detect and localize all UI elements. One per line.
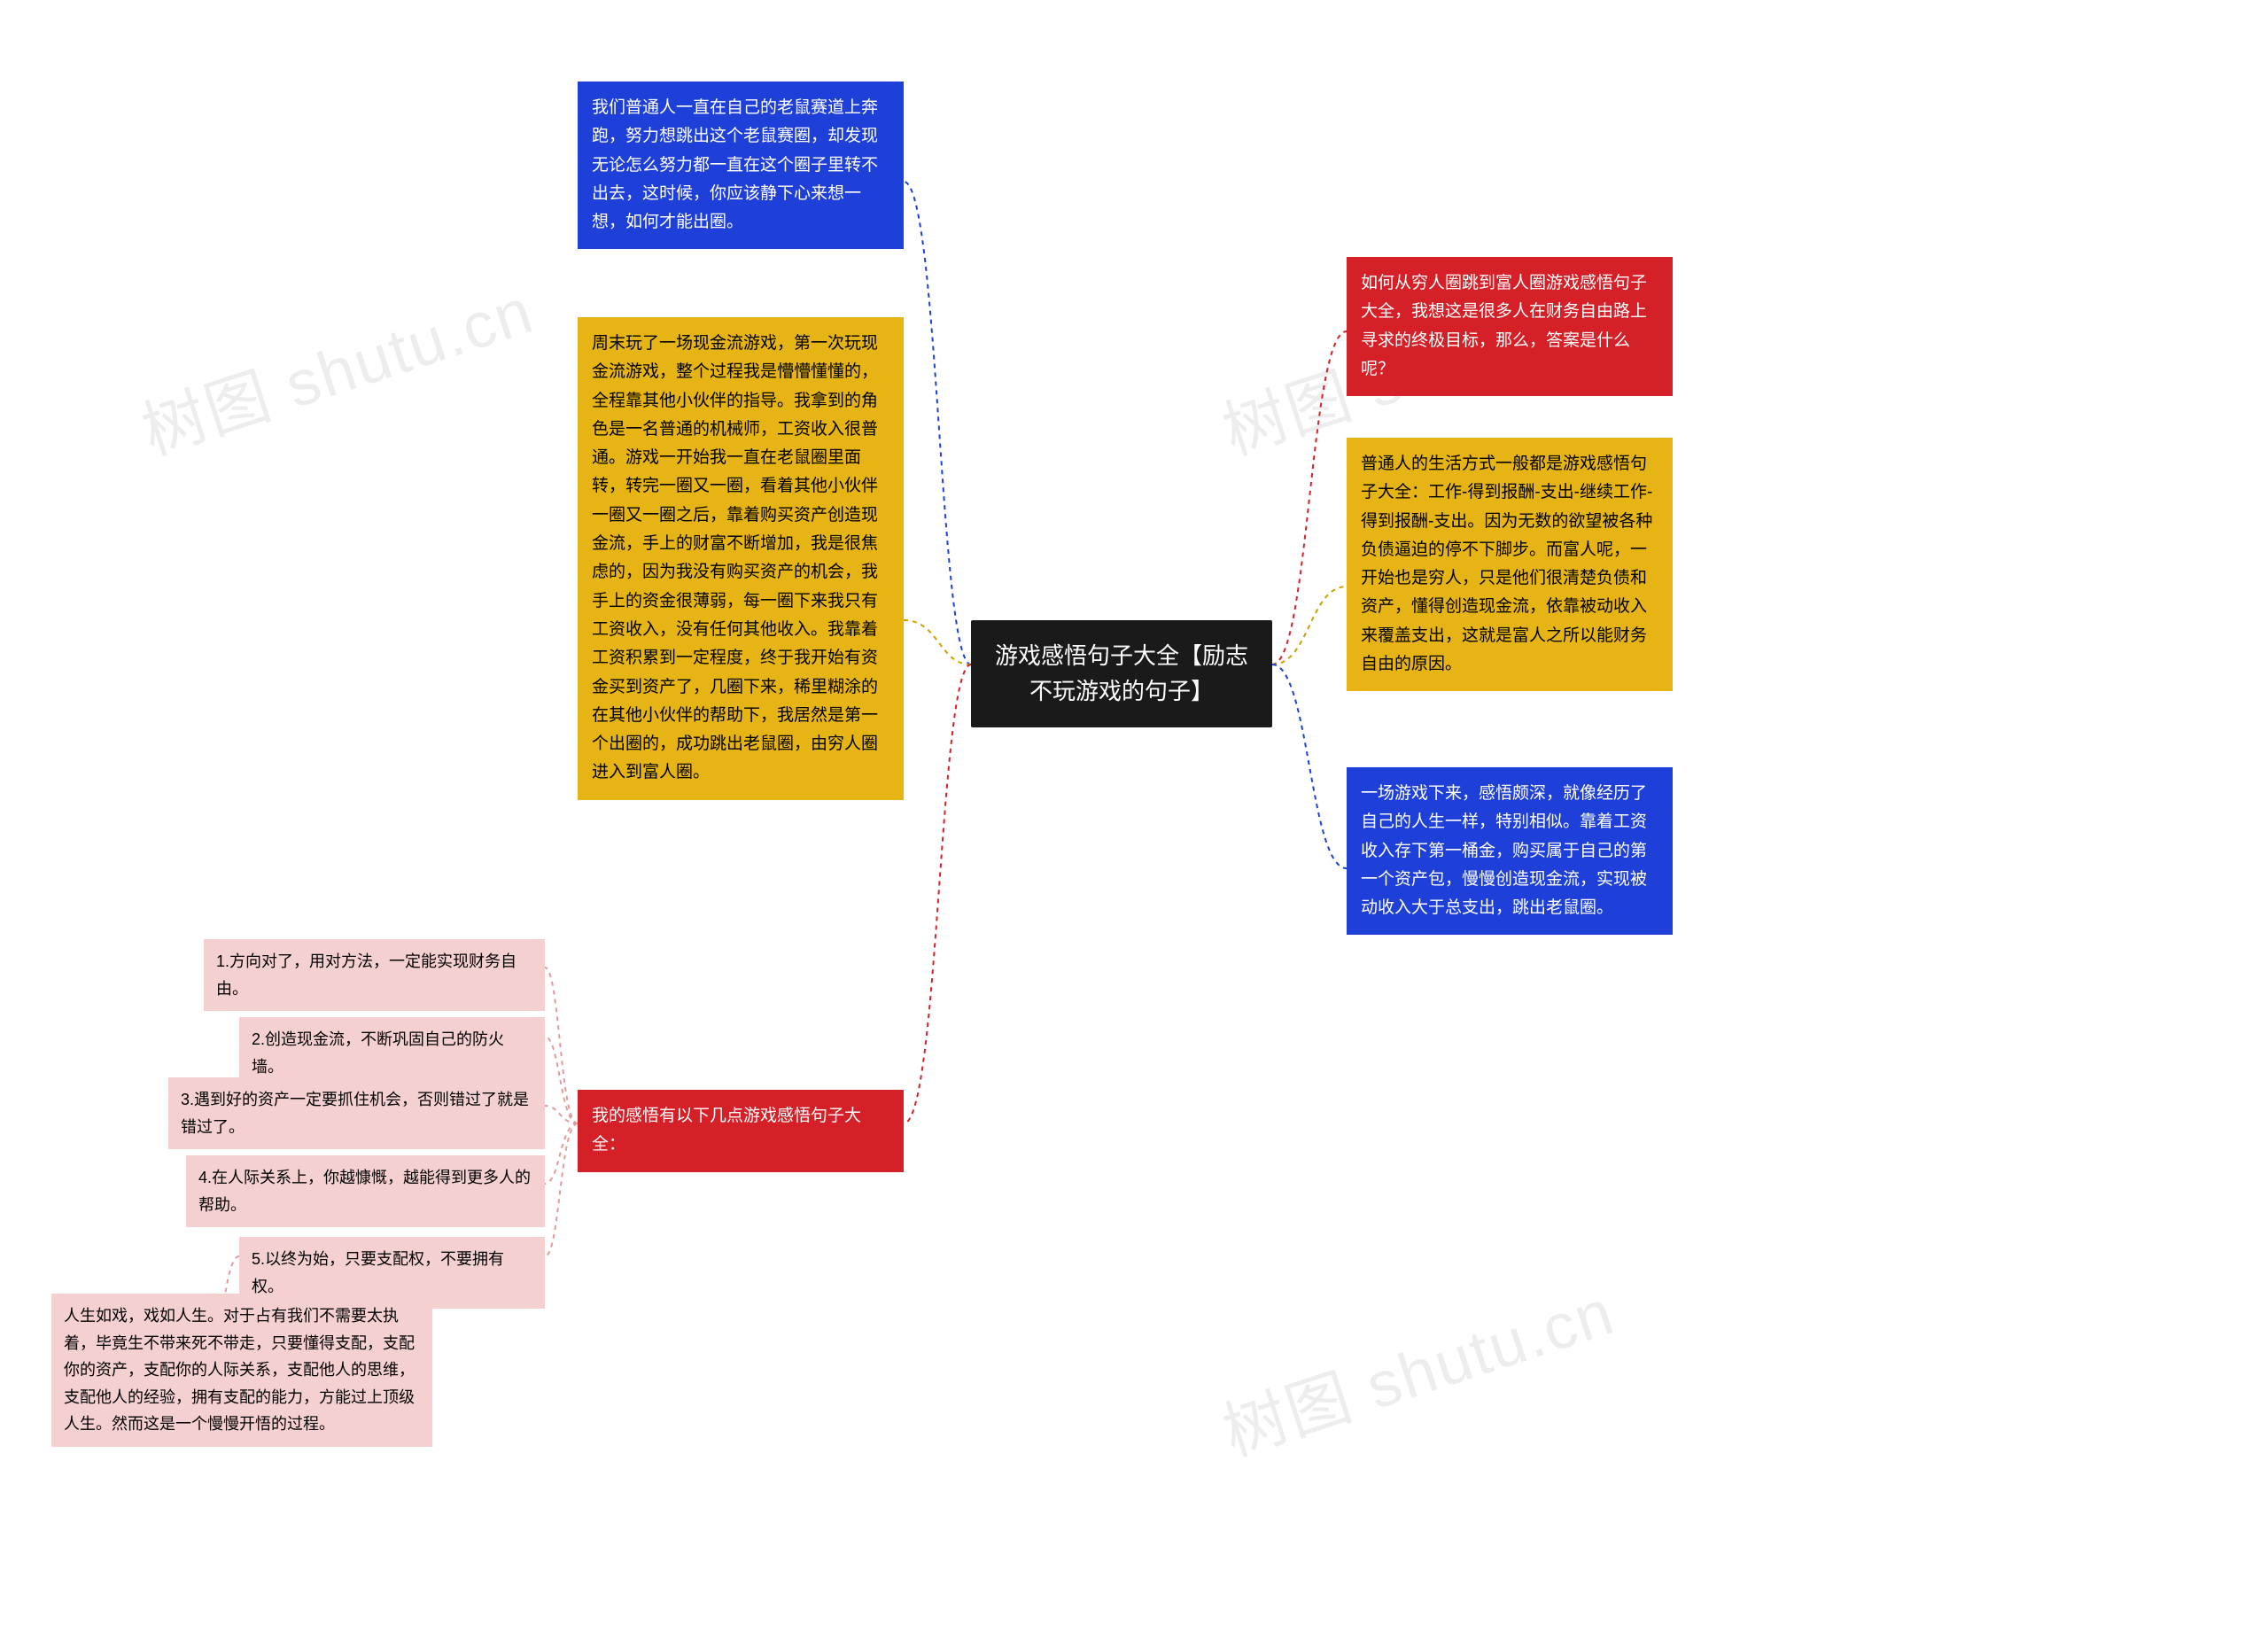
pink-node-1[interactable]: 1.方向对了，用对方法，一定能实现财务自由。 <box>204 939 545 1011</box>
pink-node-5-child[interactable]: 人生如戏，戏如人生。对于占有我们不需要太执着，毕竟生不带来死不带走，只要懂得支配… <box>51 1294 432 1447</box>
pink-node-3[interactable]: 3.遇到好的资产一定要抓住机会，否则错过了就是错过了。 <box>168 1077 545 1149</box>
pink-node-4[interactable]: 4.在人际关系上，你越慷慨，越能得到更多人的帮助。 <box>186 1155 545 1227</box>
left-gold-node[interactable]: 周末玩了一场现金流游戏，第一次玩现金流游戏，整个过程我是懵懵懂懂的，全程靠其他小… <box>578 317 904 800</box>
left-red-node[interactable]: 我的感悟有以下几点游戏感悟句子大全： <box>578 1090 904 1172</box>
left-blue-node[interactable]: 我们普通人一直在自己的老鼠赛道上奔跑，努力想跳出这个老鼠赛圈，却发现无论怎么努力… <box>578 82 904 249</box>
right-blue-node[interactable]: 一场游戏下来，感悟颇深，就像经历了自己的人生一样，特别相似。靠着工资收入存下第一… <box>1347 767 1673 935</box>
watermark: 树图 shutu.cn <box>1209 1260 1624 1473</box>
watermark: 树图 shutu.cn <box>128 259 543 472</box>
right-red-node[interactable]: 如何从穷人圈跳到富人圈游戏感悟句子大全，我想这是很多人在财务自由路上寻求的终极目… <box>1347 257 1673 396</box>
right-gold-node[interactable]: 普通人的生活方式一般都是游戏感悟句子大全：工作-得到报酬-支出-继续工作-得到报… <box>1347 438 1673 691</box>
root-node[interactable]: 游戏感悟句子大全【励志不玩游戏的句子】 <box>971 620 1272 727</box>
